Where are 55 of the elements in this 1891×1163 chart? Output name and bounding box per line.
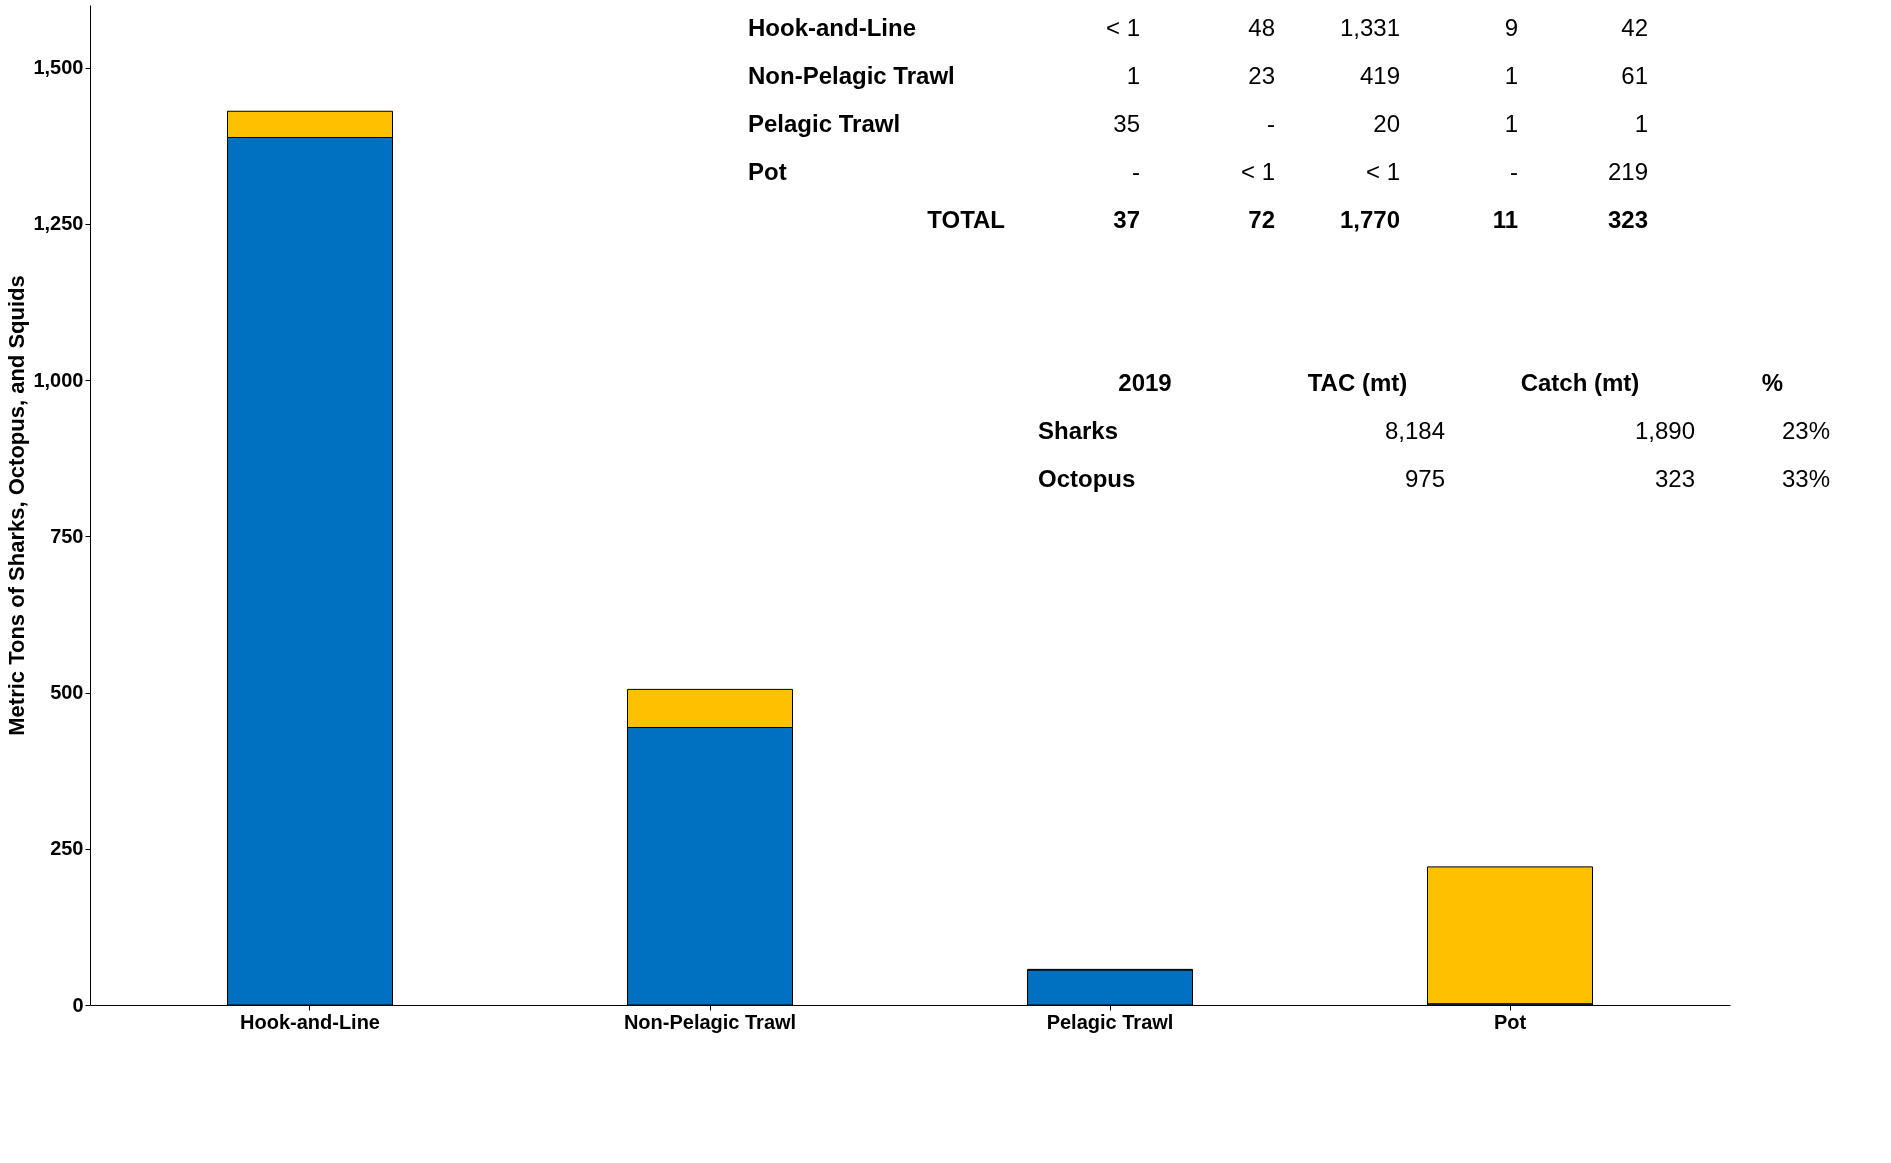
- x-tick-label: Pot: [1493, 1010, 1527, 1033]
- annotation: Pelagic Trawl: [748, 110, 901, 137]
- annotation: 419: [1359, 62, 1400, 89]
- x-tick-label: Pelagic Trawl: [1046, 1010, 1174, 1033]
- annotation: Pot: [748, 158, 787, 185]
- annotation: -: [1510, 158, 1518, 185]
- y-tick-label: 750: [50, 524, 84, 547]
- annotation: 20: [1373, 110, 1400, 137]
- annotation: 323: [1654, 465, 1695, 492]
- annotation: 1,890: [1634, 417, 1695, 444]
- annotation: < 1: [1240, 158, 1275, 185]
- annotation: 1: [1504, 62, 1518, 89]
- annotation: 1: [1504, 110, 1518, 137]
- y-tick-label: 0: [72, 993, 84, 1016]
- annotation: -: [1132, 158, 1140, 185]
- x-tick-label: Non-Pelagic Trawl: [623, 1010, 797, 1033]
- annotation: 37: [1113, 206, 1140, 233]
- annotation: Octopus: [1038, 465, 1136, 492]
- text: 23%: [1781, 417, 1830, 444]
- annotation: 35: [1113, 110, 1140, 137]
- annotation: 219: [1607, 158, 1648, 185]
- annotation: 1,331: [1339, 14, 1400, 41]
- y-tick-label: 250: [50, 837, 84, 860]
- annotation: Catch (mt): [1520, 369, 1640, 396]
- annotation: 2019: [1118, 369, 1172, 396]
- y-tick-label: 1,250: [33, 212, 84, 235]
- x-tick-label: Hook-and-Line: [240, 1010, 380, 1033]
- bar: [1427, 866, 1593, 1005]
- annotation: Sharks: [1038, 417, 1119, 444]
- annotation: TOTAL: [927, 206, 1005, 233]
- annotation: 72: [1248, 206, 1275, 233]
- y-tick-label: 1,500: [33, 56, 84, 78]
- y-tick-label: 500: [50, 681, 84, 703]
- annotation: -: [1267, 110, 1275, 137]
- annotation: 1: [1634, 110, 1648, 137]
- annotation: 11: [1492, 206, 1518, 233]
- annotation: Hook-and-Line: [748, 14, 916, 41]
- annotation: < 1: [1365, 158, 1400, 185]
- annotation: 42: [1621, 14, 1648, 41]
- annotation: 61: [1621, 62, 1648, 89]
- annotation: 23: [1248, 62, 1275, 89]
- annotation: 323: [1607, 206, 1648, 233]
- y-tick-label: 1,000: [33, 368, 84, 391]
- annotation: Non-Pelagic Trawl: [748, 62, 955, 89]
- annotation: < 1: [1105, 14, 1140, 41]
- y-axis-title: Metric Tons of Sharks, Octopus, and Squids: [4, 275, 30, 736]
- annotation: TAC (mt): [1307, 369, 1408, 396]
- annotation: 1,770: [1339, 206, 1400, 233]
- annotation: 48: [1248, 14, 1275, 41]
- text: 33%: [1781, 465, 1830, 492]
- annotation: 975: [1404, 465, 1445, 492]
- annotation: 1: [1126, 62, 1140, 89]
- annotation: 8,184: [1384, 417, 1445, 444]
- annotation: 9: [1504, 14, 1518, 41]
- text: %: [1761, 369, 1784, 396]
